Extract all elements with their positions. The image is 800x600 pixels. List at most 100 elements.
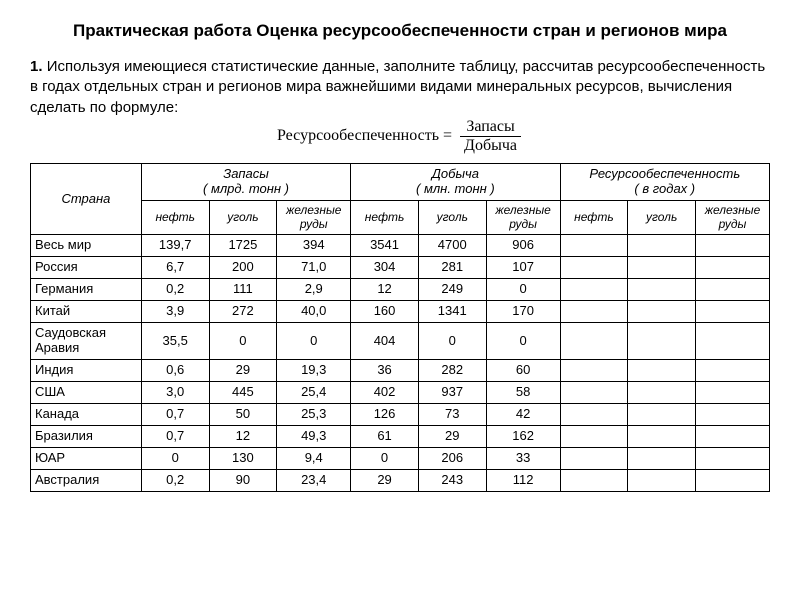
sub-1: уголь <box>209 200 277 235</box>
cell-value: 29 <box>351 469 419 491</box>
cell-value: 50 <box>209 403 277 425</box>
cell-value: 29 <box>209 359 277 381</box>
cell-value <box>628 301 696 323</box>
cell-value <box>560 279 628 301</box>
table-row: Индия0,62919,33628260 <box>31 359 770 381</box>
cell-value: 73 <box>418 403 486 425</box>
cell-country: Бразилия <box>31 425 142 447</box>
cell-value: 12 <box>209 425 277 447</box>
cell-value <box>560 381 628 403</box>
cell-value: 90 <box>209 469 277 491</box>
cell-value <box>560 257 628 279</box>
table-row: Саудовская Аравия35,50040400 <box>31 323 770 360</box>
cell-country: Индия <box>31 359 142 381</box>
page-title: Практическая работа Оценка ресурсообеспе… <box>30 20 770 42</box>
cell-value <box>695 425 769 447</box>
cell-value <box>628 447 696 469</box>
formula-lhs: Ресурсообеспеченность = <box>277 127 452 145</box>
cell-value: 4700 <box>418 235 486 257</box>
table-row: Канада0,75025,31267342 <box>31 403 770 425</box>
cell-value: 0,6 <box>141 359 209 381</box>
cell-value: 61 <box>351 425 419 447</box>
sub-8: железные руды <box>695 200 769 235</box>
cell-value: 906 <box>486 235 560 257</box>
cell-value: 404 <box>351 323 419 360</box>
cell-value <box>560 323 628 360</box>
subheader-row: нефть уголь железные руды нефть уголь же… <box>31 200 770 235</box>
cell-value: 23,4 <box>277 469 351 491</box>
cell-value: 0,7 <box>141 425 209 447</box>
cell-value: 445 <box>209 381 277 403</box>
cell-country: ЮАР <box>31 447 142 469</box>
cell-value <box>628 323 696 360</box>
cell-value <box>628 469 696 491</box>
cell-value: 0 <box>486 323 560 360</box>
cell-value: 25,4 <box>277 381 351 403</box>
cell-value: 206 <box>418 447 486 469</box>
col-group-supply: Ресурсообеспеченность( в годах ) <box>560 163 769 200</box>
cell-value <box>695 257 769 279</box>
table-row: Германия0,21112,9122490 <box>31 279 770 301</box>
cell-value: 0 <box>141 447 209 469</box>
cell-value: 0,7 <box>141 403 209 425</box>
col-group-production: Добыча( млн. тонн ) <box>351 163 560 200</box>
cell-value: 0 <box>486 279 560 301</box>
task-number: 1. <box>30 58 43 75</box>
cell-value: 29 <box>418 425 486 447</box>
sub-5: железные руды <box>486 200 560 235</box>
cell-value: 60 <box>486 359 560 381</box>
cell-value: 0 <box>351 447 419 469</box>
cell-value <box>695 381 769 403</box>
cell-value: 281 <box>418 257 486 279</box>
cell-value: 0 <box>277 323 351 360</box>
table-row: ЮАР01309,4020633 <box>31 447 770 469</box>
cell-country: США <box>31 381 142 403</box>
cell-value <box>628 403 696 425</box>
cell-value: 282 <box>418 359 486 381</box>
table-row: Весь мир139,7172539435414700906 <box>31 235 770 257</box>
cell-value <box>628 235 696 257</box>
col-country: Страна <box>31 163 142 234</box>
sub-2: железные руды <box>277 200 351 235</box>
cell-country: Австралия <box>31 469 142 491</box>
table-body: Весь мир139,7172539435414700906Россия6,7… <box>31 235 770 491</box>
cell-value: 200 <box>209 257 277 279</box>
cell-value: 126 <box>351 403 419 425</box>
cell-country: Германия <box>31 279 142 301</box>
cell-value: 40,0 <box>277 301 351 323</box>
cell-value: 107 <box>486 257 560 279</box>
cell-value: 71,0 <box>277 257 351 279</box>
cell-value <box>695 279 769 301</box>
cell-value: 394 <box>277 235 351 257</box>
cell-value: 3,9 <box>141 301 209 323</box>
cell-value <box>695 323 769 360</box>
cell-value <box>628 425 696 447</box>
formula-denominator: Добыча <box>458 137 523 155</box>
cell-value <box>695 359 769 381</box>
cell-value <box>560 469 628 491</box>
cell-value: 160 <box>351 301 419 323</box>
formula-fraction: Запасы Добыча <box>458 118 523 155</box>
cell-value <box>628 381 696 403</box>
cell-value: 139,7 <box>141 235 209 257</box>
cell-value: 3541 <box>351 235 419 257</box>
cell-value <box>628 359 696 381</box>
cell-country: Россия <box>31 257 142 279</box>
cell-value: 0,2 <box>141 279 209 301</box>
cell-value <box>695 469 769 491</box>
cell-value: 12 <box>351 279 419 301</box>
cell-value: 19,3 <box>277 359 351 381</box>
cell-value <box>560 301 628 323</box>
cell-value: 58 <box>486 381 560 403</box>
cell-value: 49,3 <box>277 425 351 447</box>
cell-value: 402 <box>351 381 419 403</box>
table-head: Страна Запасы( млрд. тонн ) Добыча( млн.… <box>31 163 770 234</box>
cell-value: 162 <box>486 425 560 447</box>
cell-value: 170 <box>486 301 560 323</box>
cell-value <box>628 279 696 301</box>
table-row: Бразилия0,71249,36129162 <box>31 425 770 447</box>
cell-value: 304 <box>351 257 419 279</box>
cell-value: 0 <box>418 323 486 360</box>
cell-country: Весь мир <box>31 235 142 257</box>
cell-value: 1725 <box>209 235 277 257</box>
